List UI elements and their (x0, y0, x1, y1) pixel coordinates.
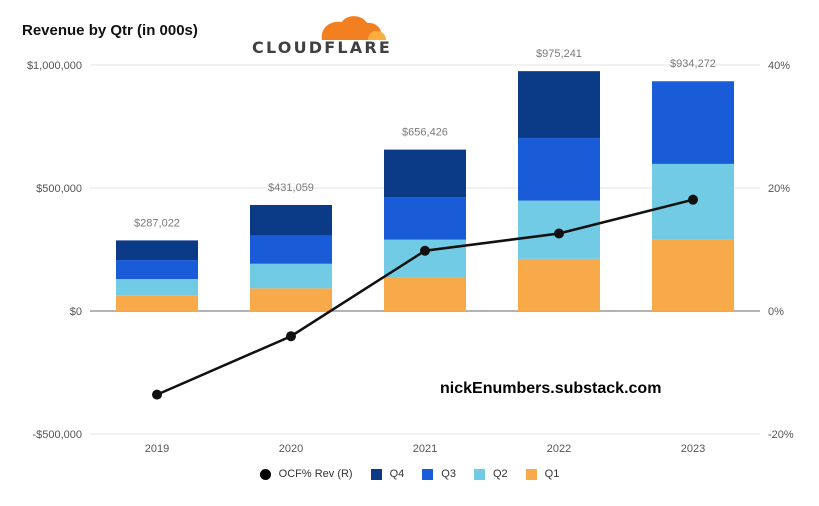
y-right-tick-label: 0% (768, 306, 784, 318)
legend-swatch-q4 (370, 468, 382, 480)
bar-total-label: $431,059 (268, 182, 314, 194)
bar-q3 (250, 235, 332, 264)
legend-label-q3: Q3 (441, 468, 456, 480)
x-tick-label: 2020 (279, 443, 303, 455)
x-tick-label: 2021 (413, 443, 437, 455)
bar-total-label: $287,022 (134, 217, 180, 229)
watermark-text: nickEnumbers.substack.com (440, 380, 662, 397)
logo-text: CLOUDFLARE (252, 38, 392, 57)
bar-q3 (652, 81, 734, 164)
bar-q1 (384, 277, 466, 311)
legend-label-q2: Q2 (492, 468, 508, 480)
legend-item-q1: Q1 (525, 468, 560, 480)
legend-item-q3: Q3 (422, 468, 456, 480)
ocf-point (554, 228, 564, 239)
x-tick-label: 2022 (547, 443, 571, 455)
bar-q2 (384, 239, 466, 278)
y-right-tick-label: -20% (768, 429, 794, 441)
bar-total-label: $656,426 (402, 127, 448, 139)
bar-q1 (116, 295, 198, 311)
legend-label-ocf: OCF% Rev (R) (278, 468, 353, 480)
ocf-point (420, 245, 430, 256)
bar-total-label: $934,272 (670, 58, 716, 70)
bar-q1 (250, 288, 332, 311)
ocf-point (286, 331, 296, 342)
y-right-tick-label: 40% (768, 60, 790, 72)
ocf-point (152, 389, 162, 400)
bar-q1 (518, 258, 600, 311)
legend-swatch-q2 (473, 468, 485, 480)
bar-q3 (384, 197, 466, 240)
legend-item-q4: Q4 (370, 468, 405, 480)
chart-title: Revenue by Qtr (in 000s) (22, 22, 198, 39)
bar-q3 (518, 138, 600, 201)
bar-q4 (116, 240, 198, 261)
y-left-tick-label: $500,000 (36, 183, 82, 195)
legend-marker-ocf (259, 468, 271, 480)
y-right-tick-label: 20% (768, 183, 790, 195)
bar-q4 (384, 149, 466, 198)
chart-legend: OCF% Rev (R) Q4 Q3 Q2 Q1 (0, 468, 819, 480)
y-left-tick-label: $1,000,000 (27, 60, 82, 72)
x-tick-label: 2023 (681, 443, 705, 455)
bar-q4 (518, 71, 600, 139)
bar-q1 (652, 239, 734, 311)
bar-q3 (116, 260, 198, 280)
legend-item-q2: Q2 (473, 468, 508, 480)
x-tick-label: 2019 (145, 443, 169, 455)
y-left-tick-label: $0 (70, 306, 82, 318)
cloud-icon (321, 16, 386, 40)
legend-label-q1: Q1 (544, 468, 560, 480)
bar-q2 (116, 279, 198, 296)
legend-label-q4: Q4 (389, 468, 405, 480)
bar-q4 (250, 204, 332, 236)
bar-total-label: $975,241 (536, 48, 582, 60)
legend-swatch-q3 (422, 468, 434, 480)
ocf-point (688, 194, 698, 205)
bar-q2 (250, 263, 332, 289)
y-left-tick-label: -$500,000 (32, 429, 82, 441)
legend-item-ocf: OCF% Rev (R) (259, 468, 353, 480)
legend-swatch-q1 (525, 468, 537, 480)
